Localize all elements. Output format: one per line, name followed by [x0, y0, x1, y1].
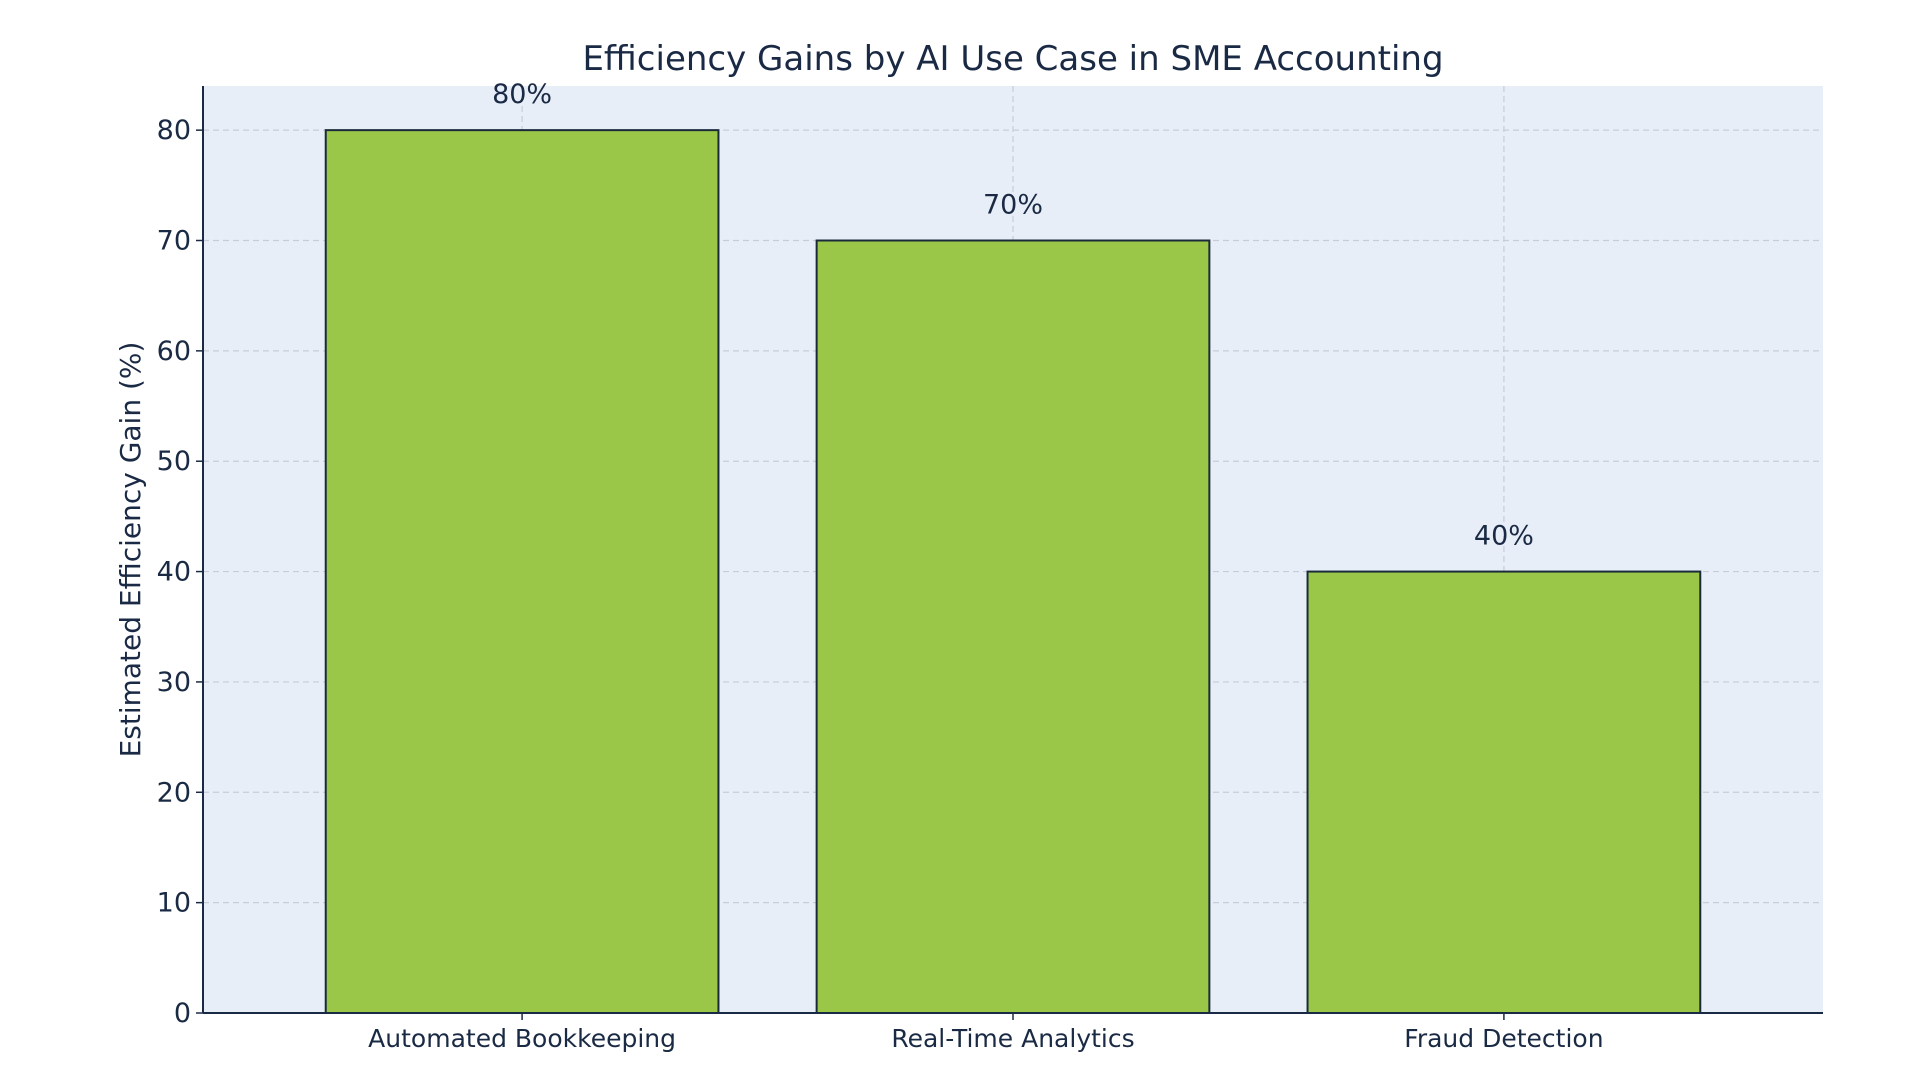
- y-tick-label: 40: [157, 557, 191, 588]
- bar: [324, 129, 720, 1014]
- bar: [1306, 570, 1702, 1014]
- y-tick-label: 80: [157, 115, 191, 146]
- data-label: 70%: [983, 190, 1043, 221]
- data-label: 80%: [492, 79, 552, 110]
- bar: [815, 239, 1211, 1014]
- y-tick-label: 50: [157, 446, 191, 477]
- x-tick-label: Automated Bookkeeping: [368, 1024, 676, 1053]
- data-label: 40%: [1474, 521, 1534, 552]
- y-tick-label: 10: [157, 888, 191, 919]
- y-tick-label: 60: [157, 336, 191, 367]
- y-tick-label: 30: [157, 667, 191, 698]
- bars: [324, 129, 1702, 1014]
- y-tick-label: 0: [174, 998, 191, 1029]
- x-tick-label: Real-Time Analytics: [891, 1024, 1134, 1053]
- y-axis-label: Estimated Efficiency Gain (%): [114, 342, 147, 758]
- y-tick-label: 20: [157, 777, 191, 808]
- axes: [196, 86, 1823, 1020]
- labels: 0 10 20 30 40 50 60 70 80 Automated Bookkeeping 80…: [157, 79, 1604, 1053]
- x-tick-label: Fraud Detection: [1404, 1024, 1603, 1053]
- chart-title: Efficiency Gains by AI Use Case in SME A…: [582, 39, 1443, 79]
- y-tick-label: 70: [157, 226, 191, 257]
